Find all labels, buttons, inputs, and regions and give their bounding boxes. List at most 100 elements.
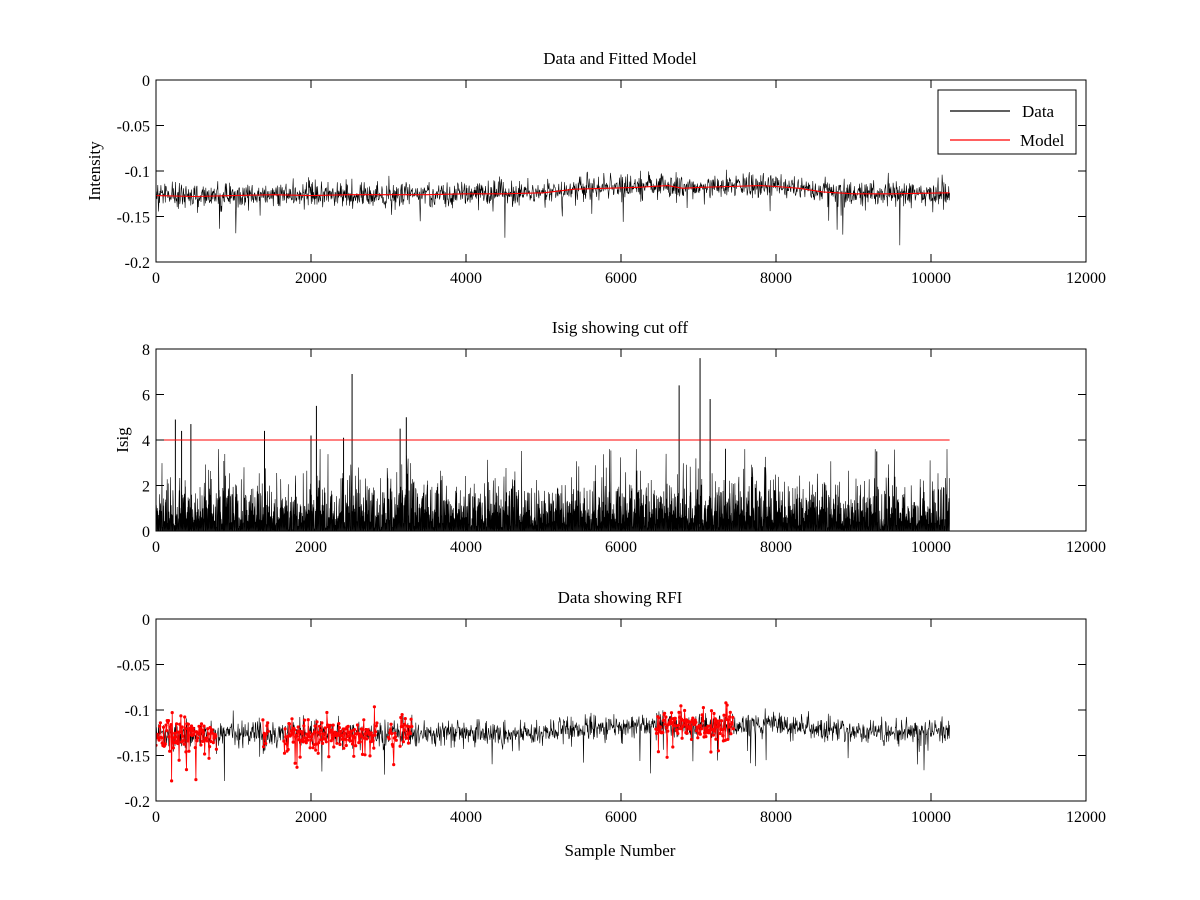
rfi-marker xyxy=(170,779,174,783)
rfi-marker xyxy=(294,733,298,737)
rfi-marker xyxy=(402,728,406,732)
rfi-marker xyxy=(654,731,659,736)
rfi-marker xyxy=(163,742,167,746)
rfi-marker xyxy=(731,727,736,731)
rfi-marker xyxy=(680,736,684,740)
rfi-marker xyxy=(293,761,297,765)
rfi-marker xyxy=(666,729,670,733)
rfi-marker xyxy=(408,732,413,736)
rfi-marker xyxy=(394,738,398,742)
rfi-marker xyxy=(178,722,182,726)
rfi-marker xyxy=(374,724,378,728)
rfi-marker xyxy=(709,750,713,754)
rfi-marker xyxy=(173,731,177,735)
rfi-marker xyxy=(198,732,202,736)
rfi-marker xyxy=(346,724,350,729)
rfi-marker xyxy=(194,778,198,782)
panel-2-plot-area: 0 2000 4000 6000 8000 10000 12000 0 2 4 6 8 xyxy=(142,342,1106,556)
rfi-marker xyxy=(398,744,402,748)
rfi-marker xyxy=(335,741,339,745)
rfi-marker xyxy=(262,745,266,749)
rfi-marker xyxy=(725,703,729,707)
rfi-marker xyxy=(175,739,179,743)
rfi-marker xyxy=(352,754,356,758)
rfi-marker xyxy=(319,738,323,742)
rfi-marker xyxy=(206,732,210,736)
rfi-marker xyxy=(399,715,403,720)
rfi-marker xyxy=(311,732,315,736)
rfi-marker xyxy=(300,731,304,736)
panel-2-title: Isig showing cut off xyxy=(552,318,688,337)
rfi-marker xyxy=(685,731,689,735)
rfi-marker xyxy=(214,734,218,738)
rfi-marker xyxy=(312,730,317,734)
rfi-marker xyxy=(183,715,187,719)
panel-1-title: Data and Fitted Model xyxy=(543,49,697,68)
rfi-marker xyxy=(683,708,687,713)
rfi-marker xyxy=(208,725,212,730)
x-tick-label: 12000 xyxy=(1066,539,1106,556)
rfi-marker xyxy=(727,725,731,729)
rfi-marker xyxy=(205,739,209,743)
rfi-marker xyxy=(304,741,308,745)
rfi-marker xyxy=(720,728,724,732)
rfi-marker xyxy=(264,741,268,746)
rfi-marker xyxy=(665,755,669,759)
rfi-marker xyxy=(673,716,677,721)
rfi-marker xyxy=(371,739,375,743)
rfi-marker xyxy=(656,750,661,754)
rfi-marker xyxy=(694,720,698,725)
rfi-marker xyxy=(323,726,327,730)
rfi-marker xyxy=(726,737,730,742)
rfi-marker xyxy=(329,739,333,743)
rfi-marker xyxy=(301,740,305,744)
rfi-marker xyxy=(328,723,332,727)
rfi-marker xyxy=(321,732,325,736)
rfi-marker xyxy=(166,719,171,723)
rfi-marker xyxy=(199,722,204,726)
rfi-marker xyxy=(360,752,365,757)
rfi-marker xyxy=(156,732,159,736)
rfi-marker xyxy=(726,718,731,722)
panel-data-showing-rfi: Data showing RFI Sample Number 0 2000 4000… xyxy=(117,588,1106,860)
x-tick-label: 2000 xyxy=(295,270,327,287)
rfi-marker xyxy=(352,727,356,732)
rfi-marker xyxy=(261,718,265,722)
rfi-marker xyxy=(406,741,411,745)
rfi-marker xyxy=(711,733,716,737)
panel-3-xlabel: Sample Number xyxy=(565,841,676,860)
rfi-marker xyxy=(184,768,189,772)
rfi-marker xyxy=(407,725,411,729)
y-tick-label: 0 xyxy=(142,524,150,541)
panel-data-and-fitted-model: Data and Fitted Model Intensity 0 2000 400… xyxy=(85,49,1106,287)
rfi-marker xyxy=(282,739,286,743)
rfi-marker xyxy=(264,732,268,736)
rfi-marker xyxy=(678,727,682,731)
rfi-marker xyxy=(691,716,695,720)
rfi-marker xyxy=(696,736,700,740)
rfi-marker xyxy=(701,719,705,723)
rfi-marker xyxy=(165,729,169,733)
rfi-marker xyxy=(368,754,372,758)
panel-1-legend: Data Model xyxy=(937,89,1077,155)
rfi-marker xyxy=(266,721,270,725)
rfi-marker xyxy=(333,730,337,734)
rfi-marker xyxy=(209,739,213,744)
y-tick-label: -0.1 xyxy=(125,703,150,720)
rfi-marker xyxy=(199,743,203,747)
rfi-marker xyxy=(331,736,335,740)
rfi-marker xyxy=(348,734,352,738)
rfi-marker xyxy=(369,731,373,735)
rfi-marker xyxy=(183,727,187,731)
rfi-segment-3 xyxy=(282,705,379,769)
x-tick-label: 4000 xyxy=(450,270,482,287)
rfi-marker xyxy=(283,727,287,731)
rfi-marker xyxy=(181,739,185,743)
rfi-marker xyxy=(164,723,168,727)
rfi-marker xyxy=(403,717,407,721)
rfi-marker xyxy=(171,746,175,750)
rfi-marker xyxy=(290,717,294,721)
rfi-marker xyxy=(318,732,322,736)
rfi-marker xyxy=(669,711,674,715)
rfi-marker xyxy=(676,723,681,728)
